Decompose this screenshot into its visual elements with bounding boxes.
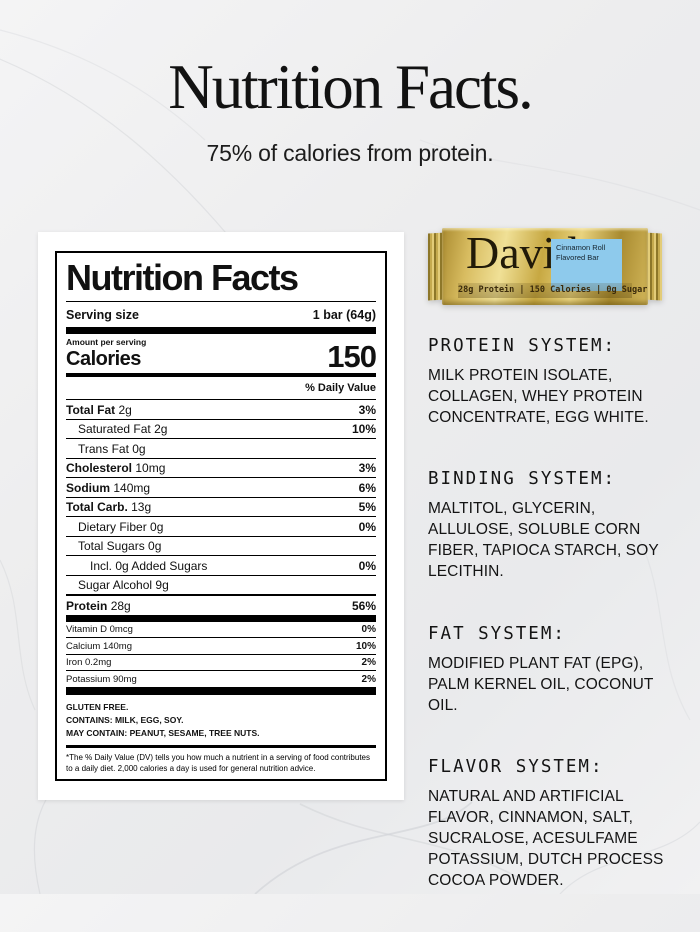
serving-size-row: Serving size 1 bar (64g) [66,302,376,327]
nutrient-amount: 13g [131,500,152,514]
section-body: MALTITOL, GLYCERIN, ALLULOSE, SOLUBLE CO… [428,500,659,581]
nutrient-row-dietary-fiber: Dietary Fiber 0g 0% [66,517,376,537]
amount-per-serving-label: Amount per serving [66,337,147,348]
nutrient-row-sugar-alcohol: Sugar Alcohol 9g [66,576,376,596]
nutrient-name: Dietary Fiber [78,519,147,534]
section-flavor-system: FLAVOR SYSTEM: NATURAL AND ARTIFICIAL FL… [428,757,686,891]
nutrient-amount: 2g [154,422,168,436]
nutrient-amount: 28g [110,598,131,613]
nutrient-row-cholesterol: Cholesterol 10mg 3% [66,459,376,478]
nutrient-name: Total Sugars [78,539,145,553]
nutrient-dv: 0% [358,558,376,573]
nutrient-name: Cholesterol [66,461,133,475]
nutrition-facts-panel: Nutrition Facts Serving size 1 bar (64g)… [55,251,387,781]
micronutrient-dv: 10% [355,640,376,652]
nutrient-name: Total Carb. [66,500,128,514]
nutrient-row-total-carb: Total Carb. 13g 5% [66,498,376,517]
nutrient-row-total-sugars: Total Sugars 0g [66,537,376,556]
page-subtitle: 75% of calories from protein. [206,140,494,167]
nutrient-name: Protein [66,598,108,613]
page-header: Nutrition Facts. 75% of calories from pr… [0,0,700,167]
nutrient-dv: 3% [358,461,376,475]
thick-divider [66,687,376,696]
micronutrient-row-iron: Iron 0.2mg 2% [66,655,376,672]
nutrient-amount: 2g [118,402,132,417]
micronutrient-row-potassium: Potassium 90mg 2% [66,671,376,688]
micronutrient-row-calcium: Calcium 140mg 10% [66,638,376,655]
nutrient-dv: 56% [351,598,376,613]
calories-value: 150 [327,339,377,375]
nutrient-row-sodium: Sodium 140mg 6% [66,478,376,498]
nutrient-dv: 5% [358,500,376,514]
micronutrient-dv: 2% [361,657,376,669]
nutrition-facts-title: Nutrition Facts [66,257,299,298]
divider [66,300,376,302]
wrapper-stats-line: 28g Protein | 150 Calories | 0g Sugar [458,283,647,298]
daily-value-header: % Daily Value [66,377,376,400]
nutrient-row-saturated-fat: Saturated Fat 2g 10% [66,420,376,439]
section-heading: FAT SYSTEM: [428,623,566,644]
nutrient-name: Saturated Fat [78,422,151,436]
allergen-line: MAY CONTAIN: PEANUT, SESAME, TREE NUTS. [66,727,260,738]
daily-value-footnote: *The % Daily Value (DV) tells you how mu… [66,753,370,774]
nutrient-dv: 0% [358,519,376,534]
medium-divider [66,744,376,749]
flavor-chip: Cinnamon Roll Flavored Bar [551,239,622,291]
section-heading: BINDING SYSTEM: [428,469,617,490]
product-bar-image: David™ Cinnamon Roll Flavored Bar 28g Pr… [428,228,662,305]
nutrient-amount: 140mg [113,480,151,495]
serving-size-label: Serving size [66,307,139,322]
allergen-block: GLUTEN FREE. CONTAINS: MILK, EGG, SOY. M… [66,695,376,744]
nutrient-row-trans-fat: Trans Fat 0g [66,439,376,459]
calories-block: Amount per serving Calories 150 [66,334,377,375]
micronutrient-name: Iron 0.2mg [66,657,112,669]
nutrient-dv: 6% [358,480,376,495]
micronutrient-name: Vitamin D 0mcg [66,624,133,636]
section-heading: FLAVOR SYSTEM: [428,756,604,777]
ingredients-column: David™ Cinnamon Roll Flavored Bar 28g Pr… [428,228,686,932]
nutrient-name: Total Fat [66,402,116,417]
nutrient-name: Trans Fat [78,441,129,456]
nutrient-dv: 10% [351,422,376,436]
nutrient-row-total-fat: Total Fat 2g 3% [66,400,376,420]
nutrient-row-protein: Protein 28g 56% [66,596,376,615]
allergen-line: CONTAINS: MILK, EGG, SOY. [66,715,184,726]
page-title: Nutrition Facts. [168,52,533,122]
thick-divider [66,326,376,335]
section-body: NATURAL AND ARTIFICIAL FLAVOR, CINNAMON,… [428,787,664,890]
section-body: MILK PROTEIN ISOLATE, COLLAGEN, WHEY PRO… [428,367,649,427]
micronutrient-row-vitamin-d: Vitamin D 0mcg 0% [66,622,376,639]
micronutrient-name: Calcium 140mg [66,640,132,652]
section-binding-system: BINDING SYSTEM: MALTITOL, GLYCERIN, ALLU… [428,469,686,582]
calories-label: Calories [66,348,141,371]
section-heading: PROTEIN SYSTEM: [428,336,617,356]
nutrient-amount: 0g [148,539,162,553]
serving-size-value: 1 bar (64g) [312,307,376,322]
micronutrient-name: Potassium 90mg [66,673,137,685]
micronutrient-dv: 2% [361,673,376,685]
section-fat-system: FAT SYSTEM: MODIFIED PLANT FAT (EPG), PA… [428,624,686,716]
nutrient-amount: 9g [155,578,169,592]
nutrient-row-added-sugars: Incl. 0g Added Sugars 0% [66,556,376,576]
medium-divider [66,373,376,377]
micronutrient-dv: 0% [361,624,376,636]
allergen-line: GLUTEN FREE. [66,702,129,713]
nutrient-name: Sodium [66,480,110,495]
nutrient-amount: 0g [132,441,146,456]
nutrition-label-card: Nutrition Facts Serving size 1 bar (64g)… [38,232,404,800]
nutrient-name: Incl. 0g Added Sugars [90,558,208,573]
nutrient-dv: 3% [358,402,376,417]
section-protein-system: PROTEIN SYSTEM: MILK PROTEIN ISOLATE, CO… [428,336,686,428]
nutrient-amount: 10mg [135,461,166,475]
nutrient-name: Sugar Alcohol [78,578,153,592]
nutrient-amount: 0g [150,519,164,534]
wrapper-body: David™ Cinnamon Roll Flavored Bar 28g Pr… [442,228,648,305]
section-body: MODIFIED PLANT FAT (EPG), PALM KERNEL OI… [428,654,654,714]
thick-divider [66,614,376,622]
